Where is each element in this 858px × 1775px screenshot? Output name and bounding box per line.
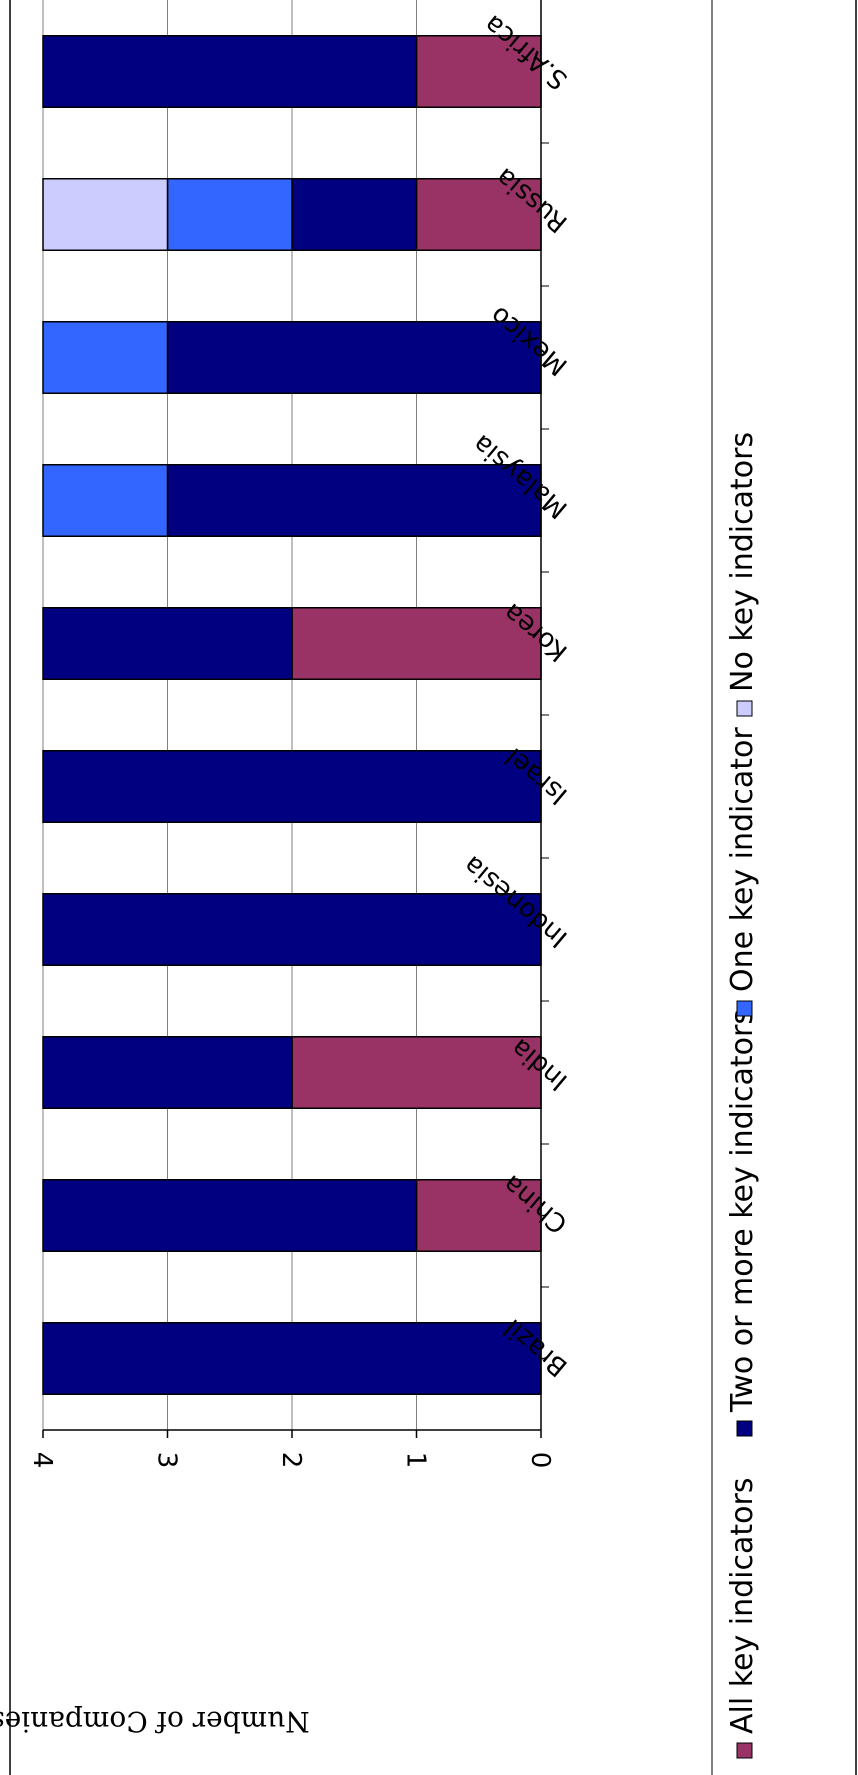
value-tick-label: 3 <box>152 1452 182 1469</box>
legend-label: One key indicator <box>725 727 760 992</box>
bar-segment-russia-1 <box>291 178 418 251</box>
legend-items: All key indicators Two or more key indica… <box>725 432 760 1759</box>
legend-label: No key indicators <box>725 432 760 692</box>
bar-segment-s-africa-1 <box>42 35 418 108</box>
bar-segment-israel-1 <box>42 750 542 823</box>
chart-border <box>9 0 857 1775</box>
value-tick-label: 2 <box>276 1452 306 1469</box>
plot-area: BrazilChinaIndiaIndonesiaIsraelKoreaMala… <box>27 0 573 1468</box>
bar-segment-malaysia-2 <box>42 464 169 537</box>
value-tick-label: 0 <box>525 1452 555 1469</box>
legend-swatch <box>736 1742 753 1759</box>
legend-label: Two or more key indicators <box>725 1009 760 1413</box>
value-tick-label: 1 <box>401 1452 431 1469</box>
bar-segment-korea-1 <box>42 607 293 680</box>
bar-segment-russia-0 <box>415 178 542 251</box>
bar-segment-mexico-2 <box>42 321 169 394</box>
legend-swatch <box>736 1000 753 1017</box>
legend-swatch <box>736 1420 753 1437</box>
bar-segment-malaysia-1 <box>166 464 542 537</box>
legend-swatch <box>736 700 753 717</box>
legend: All key indicators Two or more key indica… <box>711 0 760 1775</box>
bar-segment-brazil-1 <box>42 1322 542 1395</box>
bar-segment-india-0 <box>291 1036 542 1109</box>
y-axis-title: Number of Companies <box>0 1705 310 1738</box>
bar-segment-mexico-1 <box>166 321 542 394</box>
bar-segment-korea-0 <box>291 607 542 680</box>
bar-segment-russia-2 <box>166 178 293 251</box>
bar-segment-indonesia-1 <box>42 893 542 966</box>
bar-segment-russia-3 <box>42 178 169 251</box>
legend-label: All key indicators <box>725 1478 760 1734</box>
bar-segment-india-1 <box>42 1036 293 1109</box>
bar-segment-china-1 <box>42 1179 418 1252</box>
value-tick-label: 4 <box>27 1452 57 1469</box>
